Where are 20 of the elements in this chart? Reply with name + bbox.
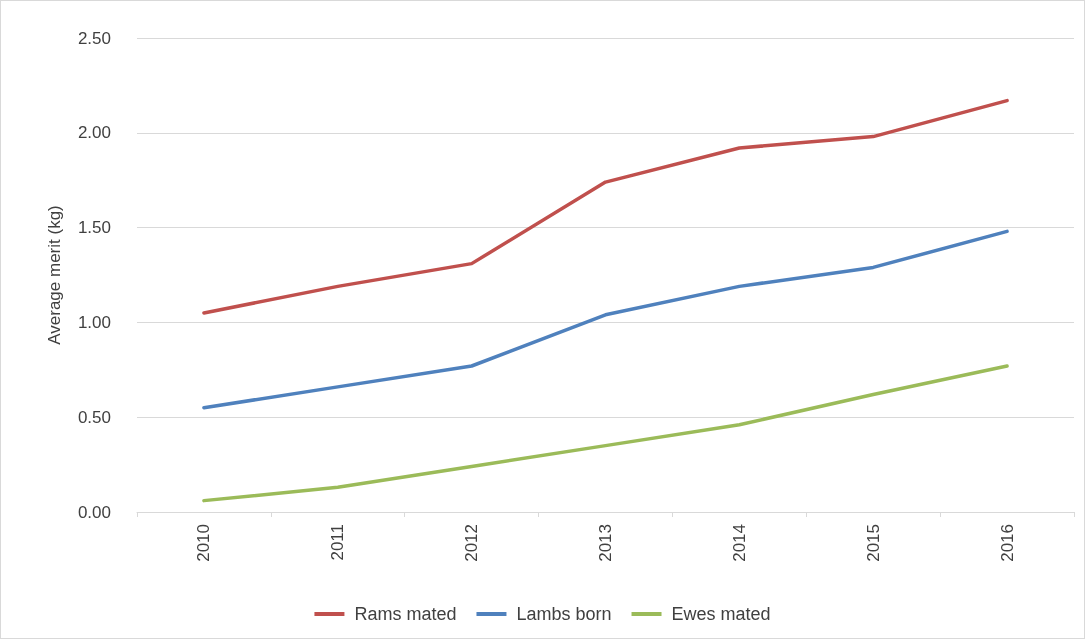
x-tick-label: 2010 (194, 524, 214, 562)
y-tick-label: 2.00 (77, 123, 111, 143)
x-tick-label: 2016 (997, 524, 1017, 562)
x-tick-label: 2013 (596, 524, 615, 562)
y-tick-label: 0.00 (77, 502, 111, 522)
legend-label: Rams mated (354, 604, 457, 624)
legend-label: Ewes mated (671, 604, 771, 624)
y-tick-label: 1.50 (77, 218, 111, 238)
y-tick-label: 1.00 (77, 312, 111, 332)
legend-label: Lambs born (516, 604, 612, 624)
x-tick-label: 2012 (462, 524, 482, 562)
line-series (202, 364, 1009, 503)
x-tick-label: 2014 (729, 524, 749, 562)
y-tick-label: 0.50 (77, 407, 111, 427)
x-tick-label: 2015 (863, 524, 883, 562)
line-series (202, 98, 1009, 315)
x-tick-label: 2011 (328, 524, 348, 561)
line-series (202, 229, 1009, 410)
y-axis-title: Average merit (kg) (45, 205, 64, 345)
y-tick-label: 2.50 (77, 28, 111, 48)
